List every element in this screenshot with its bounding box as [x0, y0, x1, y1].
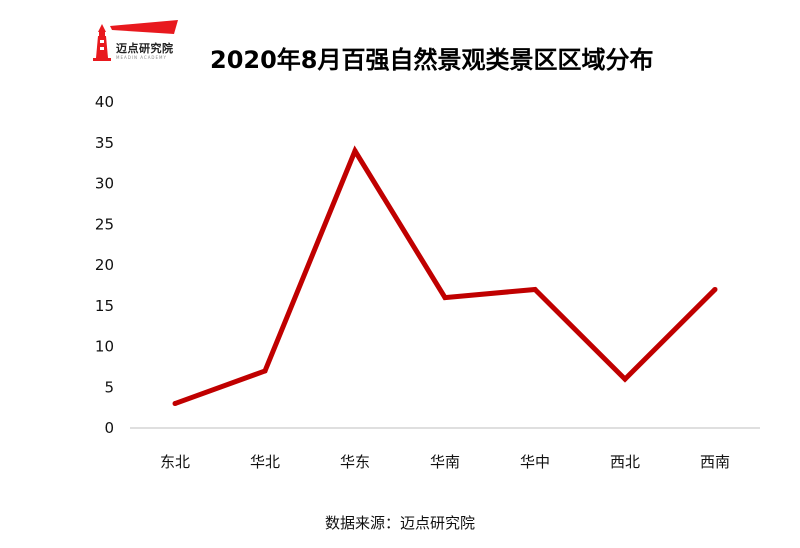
x-tick-label: 华中	[520, 453, 550, 471]
lighthouse-icon	[93, 24, 111, 61]
y-tick-label: 10	[95, 338, 114, 356]
x-tick-label: 西北	[610, 453, 640, 471]
y-tick-label: 35	[95, 134, 114, 152]
y-tick-label: 25	[95, 215, 114, 233]
x-tick-label: 华东	[340, 453, 370, 471]
x-axis: 东北 华北 华东 华南 华中 西北 西南	[130, 427, 760, 471]
data-point	[442, 295, 448, 301]
y-tick-label: 5	[104, 378, 114, 396]
brand-logo: 迈点研究院 MEADIN ACADEMY	[88, 20, 184, 68]
data-point	[172, 401, 178, 407]
logo-subtitle: MEADIN ACADEMY	[116, 55, 167, 60]
logo-name: 迈点研究院	[116, 42, 174, 55]
chart-title: 2020年8月百强自然景观类景区区域分布	[210, 46, 654, 74]
x-tick-label: 东北	[160, 453, 190, 471]
y-tick-label: 0	[104, 419, 114, 437]
y-axis: 0 5 10 15 20 25 30 35 40	[95, 93, 114, 437]
y-tick-label: 30	[95, 175, 114, 193]
x-tick-label: 西南	[700, 453, 730, 471]
flag-swoosh-icon	[110, 20, 178, 34]
y-tick-label: 20	[95, 256, 114, 274]
y-tick-label: 15	[95, 297, 114, 315]
source-note: 数据来源：迈点研究院	[324, 514, 475, 532]
series-group	[172, 145, 718, 407]
data-point	[532, 286, 538, 292]
x-tick-label: 华北	[250, 453, 280, 471]
data-point	[352, 148, 358, 154]
data-point	[712, 286, 718, 292]
y-tick-label: 40	[95, 93, 114, 111]
data-point	[262, 368, 268, 374]
x-tick-label: 华南	[430, 453, 460, 471]
data-point	[622, 376, 628, 382]
series-line	[174, 145, 717, 406]
